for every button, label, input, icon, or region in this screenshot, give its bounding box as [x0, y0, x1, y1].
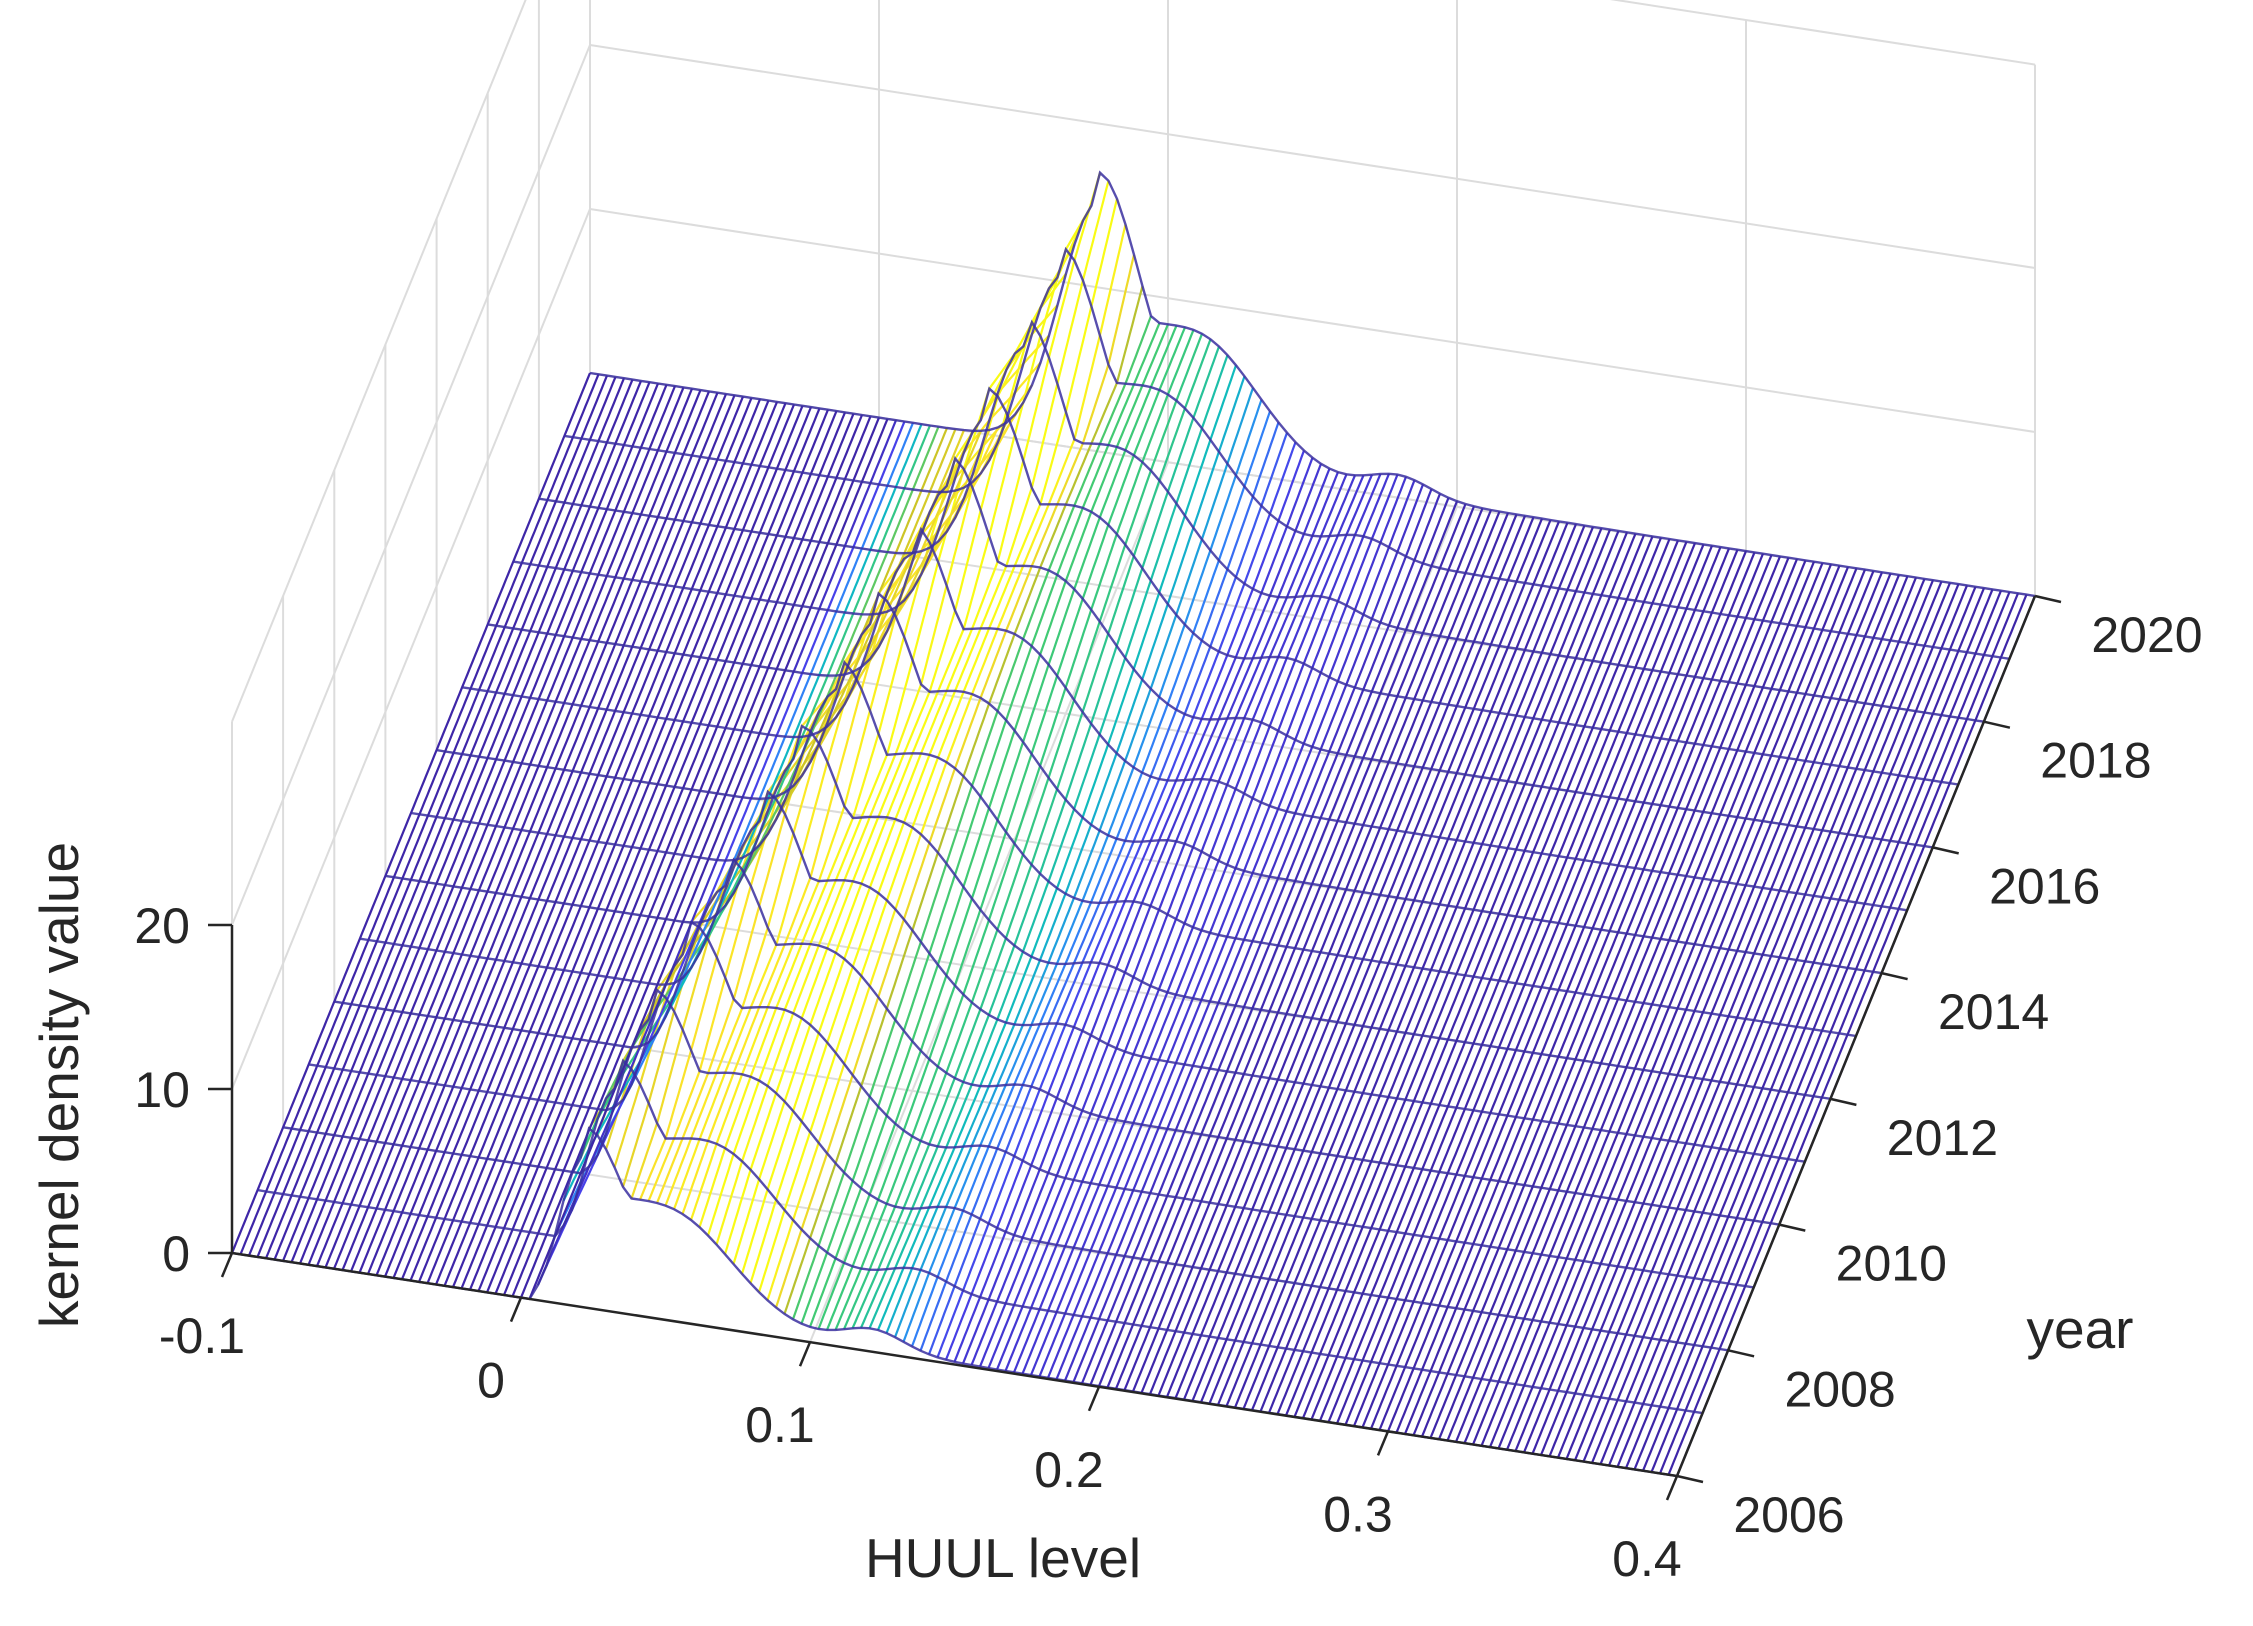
surface-column-line — [1097, 500, 1459, 1387]
y-tick — [1830, 1097, 1857, 1107]
grid-line — [1609, 0, 2036, 66]
axes: -0.100.10.20.30.420062008201020122014201… — [134, 594, 2203, 1587]
y-tick-label: 2010 — [1836, 1236, 1947, 1292]
surface-column-line — [927, 432, 1289, 1355]
surface-row-line — [359, 789, 1806, 1163]
x-tick — [1087, 1386, 1101, 1412]
y-tick-label: 2020 — [2091, 607, 2202, 663]
surface-row-line — [282, 987, 1729, 1352]
y-tick — [1727, 1349, 1755, 1358]
x-tick-label: 0 — [477, 1353, 505, 1409]
surface-column-line — [1046, 476, 1408, 1379]
x-tick — [1376, 1430, 1390, 1456]
surface-row-line — [564, 246, 2010, 660]
y-axis-label: year — [2027, 1298, 2134, 1360]
x-tick-label: -0.1 — [159, 1308, 245, 1364]
surface-row-line — [308, 920, 1754, 1289]
y-tick-label: 2006 — [1733, 1487, 1844, 1543]
surface-row-line — [334, 857, 1780, 1226]
x-tick — [1665, 1475, 1679, 1501]
x-axis-line — [231, 1251, 1678, 1478]
z-tick-label: 20 — [134, 898, 190, 954]
x-tick — [798, 1341, 812, 1367]
x-tick-label: 0.4 — [1612, 1531, 1682, 1587]
surface-row-line — [538, 319, 1985, 723]
surface-column-line — [689, 334, 1050, 1221]
y-tick-label: 2008 — [1784, 1361, 1895, 1417]
surface-column-line — [715, 243, 1076, 1245]
surface-row-line — [410, 659, 1857, 1038]
y-tick — [2034, 594, 2062, 604]
surface-row-line — [257, 1058, 1703, 1415]
y-tick — [1983, 720, 2011, 729]
surface-column-line — [1055, 479, 1416, 1380]
y-tick — [1779, 1223, 1806, 1232]
surface-column-line — [1072, 488, 1433, 1383]
surface-row-line — [589, 170, 2036, 598]
y-tick — [1676, 1474, 1704, 1484]
surface-mesh — [230, 170, 2037, 1478]
surface-column-line — [1029, 473, 1391, 1376]
grid-line — [231, 44, 591, 926]
y-tick-label: 2014 — [1938, 984, 2049, 1040]
surface-row-line — [487, 455, 1933, 849]
z-axis-label: kernel density value — [28, 842, 90, 1328]
y-tick-label: 2018 — [2040, 733, 2151, 789]
x-tick — [509, 1297, 523, 1323]
surface-column-line — [1038, 474, 1399, 1377]
grid-line — [231, 0, 527, 722]
z-tick-label: 10 — [134, 1062, 190, 1118]
x-tick-label: 0.2 — [1034, 1442, 1104, 1498]
z-tick-label: 0 — [162, 1226, 190, 1282]
y-axis-line — [1675, 595, 2037, 1477]
surface-row-line — [436, 591, 1882, 975]
y-tick — [1932, 846, 1959, 855]
surface-row-line — [231, 1126, 1678, 1478]
grid-line — [231, 208, 591, 1090]
x-tick-label: 0.3 — [1323, 1486, 1393, 1542]
surface-column-line — [961, 463, 1323, 1364]
y-tick-label: 2012 — [1887, 1110, 1998, 1166]
y-tick — [1881, 971, 1908, 981]
y-tick-label: 2016 — [1989, 858, 2100, 914]
x-tick-label: 0.1 — [745, 1397, 815, 1453]
grid-line — [589, 44, 2036, 269]
surface-column-line — [995, 474, 1357, 1370]
x-tick — [220, 1252, 234, 1278]
x-axis-label: HUUL level — [865, 1527, 1141, 1589]
surface-column-line — [630, 429, 991, 1199]
surface-column-line — [987, 473, 1348, 1369]
surface-row-line — [385, 724, 1831, 1100]
surface-row-line — [513, 386, 1959, 786]
grid-line — [589, 208, 2036, 433]
surface-row-line — [461, 526, 1908, 912]
